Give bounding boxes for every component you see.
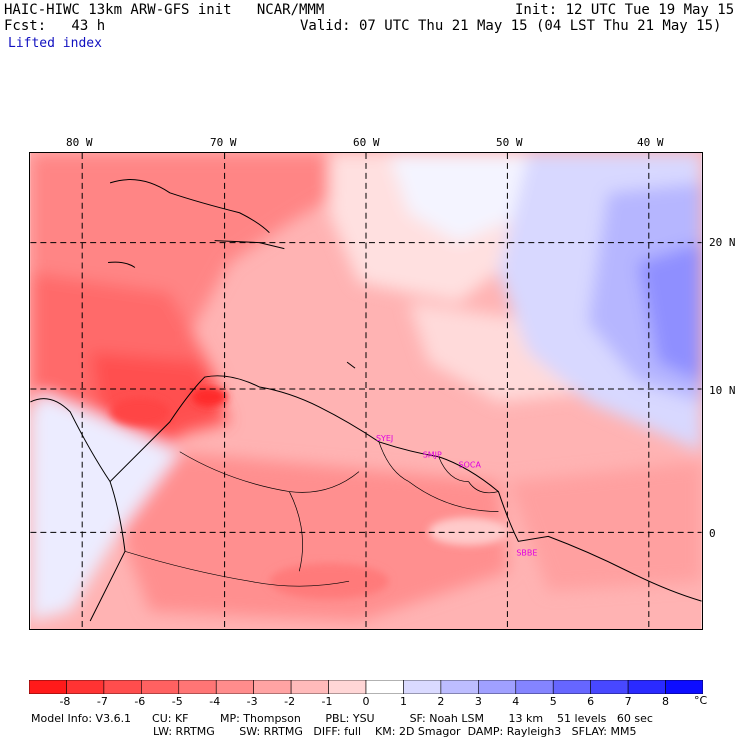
colorbar-cell bbox=[103, 680, 142, 694]
model-title: HAIC-HIWC 13km ARW-GFS init NCAR/MMM bbox=[4, 2, 325, 18]
colorbar-tick-label: -6 bbox=[134, 695, 146, 708]
station-soca: SOCA bbox=[459, 461, 482, 470]
field-name: Lifted index bbox=[8, 36, 102, 51]
colorbar-tick-label: 5 bbox=[549, 695, 557, 708]
colorbar-tick-label: 4 bbox=[512, 695, 520, 708]
colorbar-cell bbox=[253, 680, 292, 694]
model-info-line2: LW: RRTMG SW: RRTMG DIFF: full KM: 2D Sm… bbox=[153, 725, 637, 738]
lifted-index-map: SYEJ SMJP SOCA SBBE bbox=[29, 152, 703, 630]
colorbar-tick-label: 3 bbox=[474, 695, 482, 708]
colorbar-tick-label: -3 bbox=[246, 695, 258, 708]
colorbar-cell bbox=[178, 680, 217, 694]
colorbar-cell bbox=[290, 680, 329, 694]
colorbar-tick-label: -7 bbox=[96, 695, 108, 708]
station-smjp: SMJP bbox=[423, 451, 442, 460]
colorbar-tick-label: 8 bbox=[662, 695, 670, 708]
lat-label-20n: 20 N bbox=[709, 236, 736, 249]
init-time: Init: 12 UTC Tue 19 May 15 bbox=[515, 2, 735, 18]
colorbar-cell bbox=[665, 680, 703, 694]
colorbar-cell bbox=[515, 680, 554, 694]
borders bbox=[124, 441, 499, 587]
colorbar-tick-label: -2 bbox=[284, 695, 296, 708]
lon-label-80w: 80 W bbox=[66, 136, 93, 149]
colorbar-cell bbox=[440, 680, 479, 694]
colorbar-cell bbox=[29, 680, 67, 694]
colorbar-tick-label: 2 bbox=[437, 695, 445, 708]
colorbar-cell bbox=[627, 680, 666, 694]
colorbar-tick-label: 7 bbox=[624, 695, 632, 708]
colorbar-tick-label: 0 bbox=[362, 695, 370, 708]
model-info-line1: Model Info: V3.6.1 CU: KF MP: Thompson P… bbox=[31, 712, 653, 725]
colorbar-cell bbox=[66, 680, 105, 694]
station-syej: SYEJ bbox=[376, 434, 393, 443]
colorbar-unit: °C bbox=[694, 694, 708, 707]
lon-label-40w: 40 W bbox=[637, 136, 664, 149]
lon-label-60w: 60 W bbox=[353, 136, 380, 149]
colorbar-tick-label: -5 bbox=[171, 695, 183, 708]
forecast-hour: Fcst: 43 h bbox=[4, 18, 106, 34]
station-sbbe: SBBE bbox=[516, 548, 537, 557]
valid-time: Valid: 07 UTC Thu 21 May 15 (04 LST Thu … bbox=[300, 18, 722, 34]
colorbar-cell bbox=[141, 680, 180, 694]
grid-lines bbox=[30, 153, 702, 629]
colorbar-cell bbox=[365, 680, 404, 694]
lat-label-10n: 10 N bbox=[709, 384, 736, 397]
colorbar-cell bbox=[590, 680, 629, 694]
lon-label-70w: 70 W bbox=[210, 136, 237, 149]
colorbar-cell bbox=[403, 680, 442, 694]
colorbar-tick-label: 1 bbox=[399, 695, 407, 708]
colorbar bbox=[29, 680, 703, 694]
lon-label-50w: 50 W bbox=[496, 136, 523, 149]
colorbar-tick-label: -4 bbox=[209, 695, 221, 708]
colorbar-tick-label: -8 bbox=[59, 695, 71, 708]
colorbar-tick-label: 6 bbox=[587, 695, 595, 708]
lat-label-0: 0 bbox=[709, 527, 716, 540]
colorbar-cell bbox=[552, 680, 591, 694]
colorbar-cell bbox=[215, 680, 254, 694]
colorbar-cell bbox=[328, 680, 367, 694]
colorbar-tick-label: -1 bbox=[321, 695, 333, 708]
colorbar-cell bbox=[478, 680, 517, 694]
